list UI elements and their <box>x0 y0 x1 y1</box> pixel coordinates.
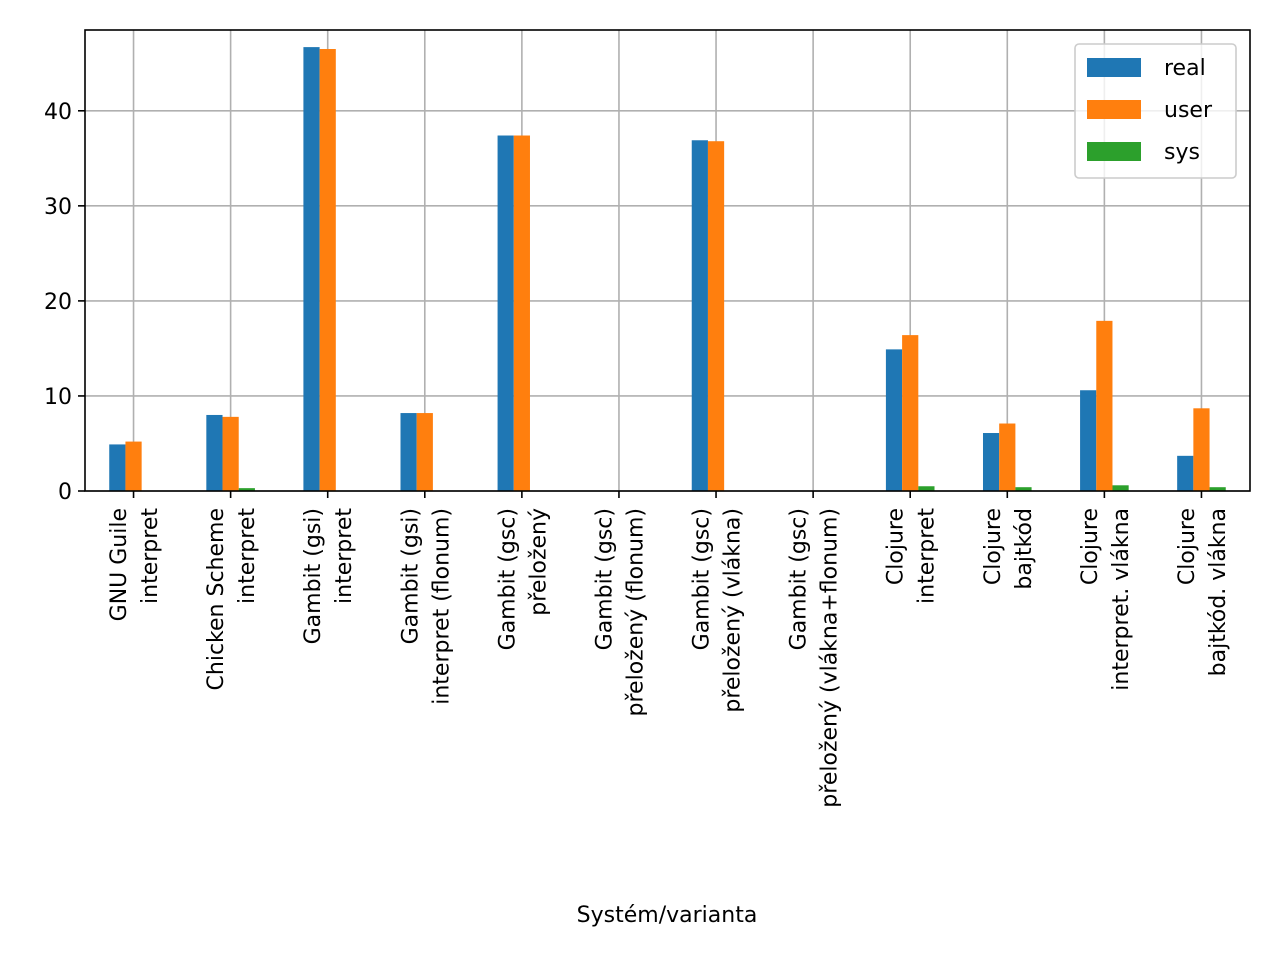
legend-label-sys: sys <box>1164 140 1200 165</box>
bar-user <box>319 49 336 491</box>
y-tick-label: 0 <box>58 480 72 505</box>
bar-real <box>206 414 223 491</box>
x-tick-label: Clojure interpret. vlákna <box>1078 508 1134 691</box>
x-tick-label-line: interpret. vlákna <box>1109 508 1134 691</box>
bar-real <box>303 47 320 491</box>
legend-label-real: real <box>1164 56 1206 81</box>
x-tick-label-line: Gambit (gsc) <box>690 508 715 650</box>
x-tick-label-line: Clojure <box>1078 508 1103 585</box>
bar-sys <box>1015 487 1032 491</box>
x-tick-label: Gambit (gsc) přeložený (vlákna+flonum) <box>787 508 843 808</box>
x-tick-label-line: Chicken Scheme <box>204 508 229 690</box>
x-tick-label-line: Gambit (gsc) <box>592 508 617 650</box>
x-tick-label-line: Gambit (gsc) <box>787 508 812 650</box>
plot-frame <box>84 29 1251 492</box>
x-tick-label-line: Clojure <box>981 508 1006 585</box>
y-tick-label: 30 <box>44 195 72 220</box>
bar-real <box>1080 390 1097 491</box>
bar-real <box>691 140 708 491</box>
x-tick-label-line: přeložený (vlákna+flonum) <box>818 508 843 808</box>
bar-user <box>125 441 142 491</box>
x-tick-label-line: bajtkód. vlákna <box>1206 508 1231 676</box>
x-tick-label-line: bajtkód <box>1012 508 1037 590</box>
legend-swatch-real <box>1087 58 1141 77</box>
bar-real <box>982 433 1000 491</box>
x-tick-label: Gambit (gsc) přeložený <box>495 508 551 650</box>
y-tick-label: 10 <box>44 385 72 410</box>
x-tick-label-line: Gambit (gsc) <box>495 508 520 650</box>
bar-user <box>1096 320 1113 491</box>
x-tick-label: Chicken Scheme interpret <box>204 508 260 691</box>
bar-user <box>902 335 919 491</box>
bar-sys <box>1112 485 1129 491</box>
x-tick-label-line: Gambit (gsi) <box>301 508 326 644</box>
legend-label-user: user <box>1164 98 1213 123</box>
x-tick-label: Gambit (gsc) přeložený (flonum) <box>592 508 648 716</box>
x-tick-label-line: GNU Guile <box>107 508 132 621</box>
x-tick-label-line: Clojure <box>1175 508 1200 585</box>
bar-sys <box>238 488 255 491</box>
x-tick-label: Clojure bajtkód <box>981 508 1037 590</box>
x-tick-label-line: interpret <box>915 508 940 604</box>
bar-real <box>400 413 417 491</box>
bar-user <box>999 423 1016 491</box>
bar-real <box>1177 455 1194 491</box>
x-axis-title: Systém/varianta <box>577 903 758 928</box>
bar-sys <box>918 486 935 491</box>
x-tick-label-line: interpret <box>332 508 357 604</box>
x-tick-label-line: přeložený <box>526 508 551 616</box>
x-tick-label-line: přeložený (vlákna) <box>721 508 746 713</box>
x-tick-label-line: Clojure <box>884 508 909 585</box>
bar-sys <box>1209 487 1226 491</box>
x-tick-label: GNU Guile interpret <box>107 508 163 622</box>
x-tick-label: Clojure bajtkód. vlákna <box>1175 508 1231 676</box>
bar-user <box>222 416 239 491</box>
bar-real <box>497 135 514 492</box>
y-tick-label: 20 <box>44 290 72 315</box>
x-tick-label: Gambit (gsi) interpret <box>301 508 357 645</box>
x-tick-label-line: interpret <box>235 508 260 604</box>
x-tick-label: Gambit (gsi) interpret (flonum) <box>398 508 454 705</box>
x-tick-label: Clojure interpret <box>884 508 940 604</box>
bar-real <box>885 349 903 491</box>
legend-swatch-sys <box>1087 142 1141 161</box>
bar-real <box>109 444 126 491</box>
legend-swatch-user <box>1087 100 1141 119</box>
y-tick-label: 40 <box>44 100 72 125</box>
x-tick-label-line: Gambit (gsi) <box>398 508 423 644</box>
x-tick-label-line: interpret (flonum) <box>429 508 454 705</box>
bar-user <box>1193 408 1210 491</box>
bar-user <box>416 413 433 491</box>
x-tick-label: Gambit (gsc) přeložený (vlákna) <box>690 508 746 713</box>
bar-user <box>707 141 725 491</box>
x-tick-label-line: interpret <box>138 508 163 604</box>
bar-user <box>513 135 530 492</box>
x-tick-label-line: přeložený (flonum) <box>623 508 648 716</box>
